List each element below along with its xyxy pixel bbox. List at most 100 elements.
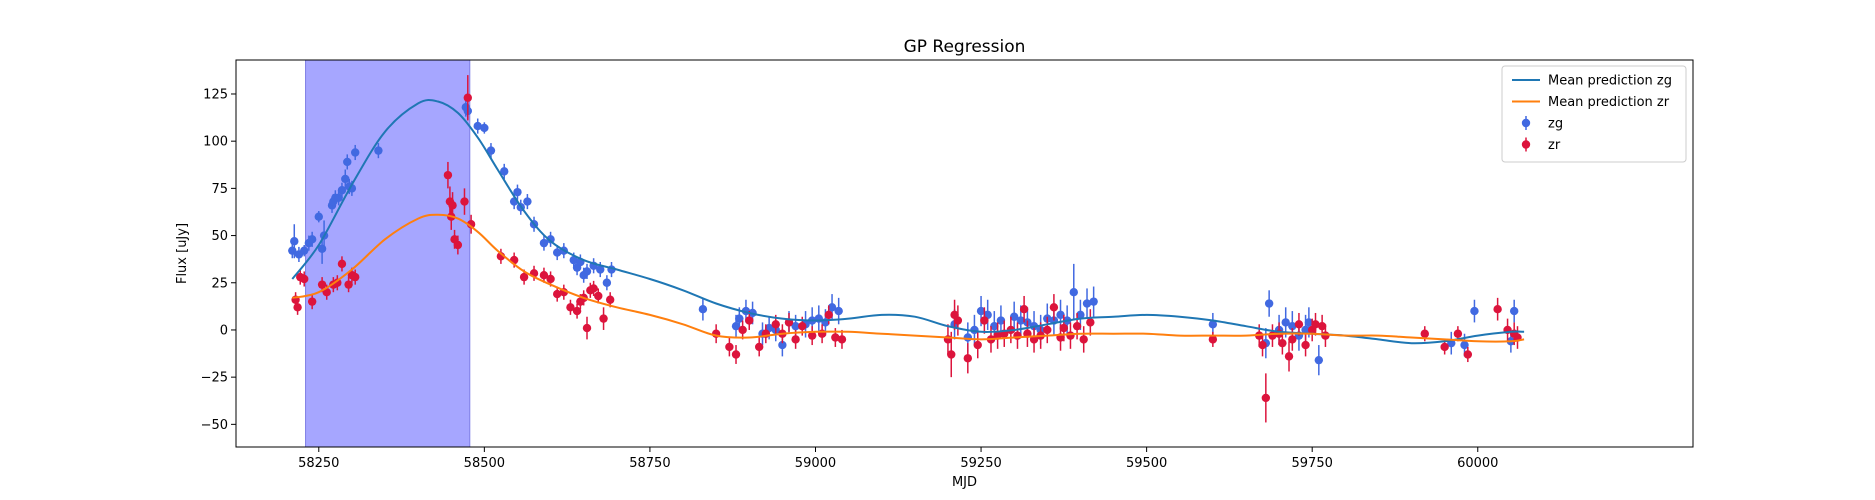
data-point (1056, 310, 1065, 320)
data-point (314, 212, 323, 221)
chart-title: GP Regression (904, 37, 1026, 57)
data-point (307, 235, 317, 244)
data-point (596, 265, 605, 274)
data-point (1009, 312, 1019, 321)
series-zr (291, 75, 1522, 423)
data-point (1509, 306, 1519, 316)
data-point (1208, 335, 1218, 344)
data-point (725, 342, 734, 352)
data-point (1089, 297, 1098, 306)
data-point (448, 201, 457, 210)
data-point (973, 340, 982, 350)
data-point (731, 350, 741, 359)
data-point (317, 280, 327, 289)
data-point (341, 174, 350, 184)
data-point (582, 267, 592, 276)
legend-swatch (1521, 118, 1531, 128)
data-point (374, 146, 383, 155)
data-point (1304, 318, 1314, 327)
data-point (745, 316, 754, 325)
data-point (553, 248, 562, 257)
legend-box (1501, 65, 1687, 163)
x-tick-label: 59000 (795, 456, 836, 471)
legend-label: Mean prediction zr (1548, 95, 1670, 110)
data-point (453, 240, 463, 250)
x-tick-label: 59500 (1126, 456, 1167, 471)
data-point (1288, 321, 1297, 331)
data-point (827, 303, 837, 312)
y-tick-label: 25 (211, 276, 228, 291)
data-point (513, 187, 522, 197)
data-point (473, 121, 482, 131)
data-point (1079, 335, 1088, 344)
data-point (831, 333, 840, 342)
data-point (754, 342, 764, 352)
data-point (1311, 320, 1320, 329)
data-point (605, 295, 615, 304)
data-point (599, 314, 608, 323)
data-point (290, 237, 299, 246)
data-point (546, 235, 555, 244)
data-point (1016, 316, 1025, 325)
data-point (546, 274, 555, 284)
data-point (976, 306, 986, 316)
y-tick-label: 100 (203, 135, 228, 150)
data-point (539, 271, 549, 280)
data-point (307, 297, 317, 306)
legend-label: Mean prediction zg (1548, 74, 1672, 89)
data-point (566, 303, 575, 312)
axes: 58250 58500 58750 59000 59250 59500 59750 60000… (201, 87, 1499, 471)
data-point (569, 255, 578, 265)
data-point (1072, 321, 1082, 331)
data-point (523, 197, 532, 206)
data-point (334, 193, 343, 203)
data-point (996, 316, 1006, 325)
legend-label: zg (1548, 117, 1563, 132)
y-tick-label: −50 (201, 418, 228, 433)
data-point (1049, 303, 1059, 312)
y-tick-label: 75 (211, 182, 228, 197)
data-point (963, 354, 973, 363)
data-point (1301, 325, 1310, 335)
series-line-mean-prediction-zr (292, 213, 1525, 343)
x-tick-label: 60000 (1457, 456, 1498, 471)
data-point (1069, 288, 1078, 297)
data-point (947, 350, 956, 359)
plot-frame (235, 59, 1694, 448)
data-point (1493, 304, 1502, 314)
data-point (343, 157, 352, 167)
legend: Mean prediction zg Mean prediction zr zg zr (1501, 65, 1687, 163)
x-tick-label: 58500 (464, 456, 505, 471)
data-point (460, 197, 469, 206)
data-point (602, 278, 612, 287)
data-point (735, 314, 744, 323)
data-point (1086, 318, 1095, 327)
data-point (1463, 350, 1473, 359)
data-point (1059, 323, 1069, 333)
y-tick-label: 125 (203, 87, 228, 102)
data-point (731, 321, 741, 331)
data-point (791, 335, 800, 344)
data-point (1294, 320, 1304, 329)
data-point (539, 238, 549, 248)
legend-label: zr (1548, 138, 1561, 153)
data-point (738, 325, 747, 335)
data-point (1281, 318, 1290, 327)
data-point (963, 333, 973, 342)
data-point (798, 321, 807, 331)
shaded-region-layer (305, 59, 471, 448)
data-point (344, 280, 353, 289)
data-point (1460, 340, 1469, 350)
data-point (1258, 340, 1267, 350)
data-point (1288, 335, 1297, 344)
data-point (500, 167, 509, 176)
data-point (1420, 329, 1429, 338)
x-tick-label: 59250 (960, 456, 1001, 471)
data-point (337, 186, 347, 195)
shaded-region (305, 59, 471, 448)
data-point (980, 316, 989, 325)
y-axis-label: Flux [uJy] (175, 223, 190, 284)
data-point (1264, 299, 1274, 308)
x-tick-label: 58750 (629, 456, 670, 471)
